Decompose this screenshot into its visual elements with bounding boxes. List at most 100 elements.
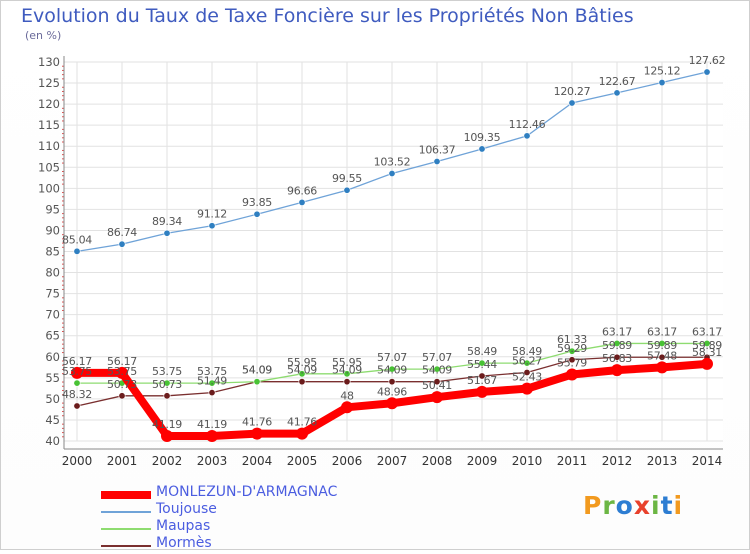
data-label-morm-s: 54.09	[377, 364, 407, 377]
data-label-morm-s: 59.89	[692, 339, 722, 352]
y-tick-label: 130	[38, 55, 60, 69]
data-label-toujouse: 103.52	[374, 156, 411, 169]
series-point-maupas	[613, 339, 621, 347]
series-point-toujouse	[298, 198, 306, 206]
proxiti-logo[interactable]: Proxiti	[583, 491, 683, 520]
legend-item-monlezun[interactable]: MONLEZUN-D'ARMAGNAC	[101, 484, 401, 503]
x-tick-label: 2011	[557, 454, 588, 468]
series-point-monlezun-d-armagnac	[206, 429, 218, 442]
legend-item-maupas[interactable]: Maupas	[101, 518, 401, 537]
y-tick-label: 65	[45, 329, 60, 343]
series-point-monlezun-d-armagnac	[341, 401, 353, 414]
data-label-monlezun-d-armagnac: 41.76	[287, 416, 317, 429]
y-tick-label: 40	[45, 434, 60, 448]
data-label-maupas: 55.95	[332, 356, 362, 369]
y-tick-label: 85	[45, 245, 60, 259]
x-tick-label: 2006	[332, 454, 363, 468]
series-point-toujouse	[343, 186, 351, 194]
data-label-maupas: 63.17	[692, 325, 722, 338]
data-label-monlezun-d-armagnac: 56.17	[107, 355, 137, 368]
data-label-toujouse: 91.12	[197, 208, 227, 221]
data-label-toujouse: 99.55	[332, 172, 362, 185]
data-label-maupas: 53.75	[152, 365, 182, 378]
y-tick-label: 55	[45, 371, 60, 385]
legend-item-mormes[interactable]: Mormès	[101, 535, 401, 554]
data-label-toujouse: 96.66	[287, 184, 317, 197]
data-label-maupas: 61.33	[557, 333, 587, 346]
x-tick-label: 2010	[512, 454, 543, 468]
x-tick-label: 2002	[152, 454, 183, 468]
y-axis-unit: (en %)	[25, 29, 62, 42]
series-point-toujouse	[253, 210, 261, 218]
y-tick-label: 115	[38, 118, 60, 132]
x-tick-label: 2013	[647, 454, 678, 468]
logo-letter: x	[633, 491, 651, 520]
series-point-maupas	[388, 365, 396, 373]
data-label-morm-s: 59.89	[647, 339, 677, 352]
series-point-maupas	[658, 339, 666, 347]
data-label-maupas: 63.17	[647, 325, 677, 338]
series-point-morm-s	[523, 368, 531, 376]
data-label-morm-s: 59.29	[557, 342, 587, 355]
legend-swatch-mormes	[101, 545, 151, 547]
y-tick-label: 60	[45, 350, 60, 364]
data-label-maupas: 55.95	[287, 356, 317, 369]
data-label-morm-s: 56.27	[512, 354, 542, 367]
series-point-maupas	[253, 378, 261, 386]
data-label-maupas: 58.49	[467, 345, 497, 358]
series-point-morm-s	[118, 392, 126, 400]
y-tick-label: 75	[45, 287, 60, 301]
series-point-monlezun-d-armagnac	[251, 427, 263, 440]
series-point-morm-s	[208, 389, 216, 397]
logo-letter: P	[583, 491, 603, 520]
data-label-morm-s: 48.32	[62, 388, 92, 401]
data-label-morm-s: 50.73	[152, 378, 182, 391]
logo-letter: i	[651, 491, 661, 520]
legend-item-toujouse[interactable]: Toujouse	[101, 501, 401, 520]
data-label-maupas: 58.49	[512, 345, 542, 358]
y-tick-label: 100	[38, 181, 60, 195]
data-label-monlezun-d-armagnac: 58.31	[692, 346, 722, 359]
data-label-monlezun-d-armagnac: 52.43	[512, 371, 542, 384]
data-label-monlezun-d-armagnac: 48	[340, 389, 354, 402]
series-point-maupas	[163, 379, 171, 387]
series-point-morm-s	[73, 402, 81, 410]
y-tick-label: 95	[45, 202, 60, 216]
series-point-toujouse	[118, 240, 126, 248]
series-point-toujouse	[703, 68, 711, 76]
x-tick-label: 2012	[602, 454, 633, 468]
data-label-monlezun-d-armagnac: 57.48	[647, 349, 677, 362]
y-tick-label: 110	[38, 139, 60, 153]
chart-title: Evolution du Taux de Taxe Foncière sur l…	[21, 5, 634, 27]
data-label-maupas: 63.17	[602, 325, 632, 338]
data-label-maupas: 53.75	[197, 365, 227, 378]
series-point-monlezun-d-armagnac	[116, 366, 128, 379]
data-label-monlezun-d-armagnac: 56.17	[62, 355, 92, 368]
series-point-maupas	[703, 339, 711, 347]
data-label-monlezun-d-armagnac: 41.19	[197, 418, 227, 431]
data-label-toujouse: 127.62	[689, 54, 726, 67]
series-point-morm-s	[613, 353, 621, 361]
series-point-monlezun-d-armagnac	[71, 366, 83, 379]
series-point-monlezun-d-armagnac	[386, 397, 398, 410]
series-point-toujouse	[433, 158, 441, 166]
legend-label-mormes: Mormès	[156, 535, 212, 551]
series-point-toujouse	[478, 145, 486, 153]
series-point-toujouse	[523, 132, 531, 140]
series-point-monlezun-d-armagnac	[161, 429, 173, 442]
data-label-maupas: 53.75	[107, 365, 137, 378]
data-label-toujouse: 122.67	[599, 75, 636, 88]
series-point-morm-s	[568, 356, 576, 364]
series-point-morm-s	[433, 378, 441, 386]
x-tick-label: 2008	[422, 454, 453, 468]
logo-letter: i	[673, 491, 684, 520]
x-tick-label: 2004	[242, 454, 273, 468]
series-point-toujouse	[208, 222, 216, 230]
x-tick-label: 2000	[62, 454, 93, 468]
series-point-morm-s	[298, 378, 306, 386]
series-point-maupas	[478, 359, 486, 367]
data-label-monlezun-d-armagnac: 48.96	[377, 385, 407, 398]
legend-swatch-maupas	[101, 528, 151, 530]
legend-label-maupas: Maupas	[156, 518, 211, 534]
